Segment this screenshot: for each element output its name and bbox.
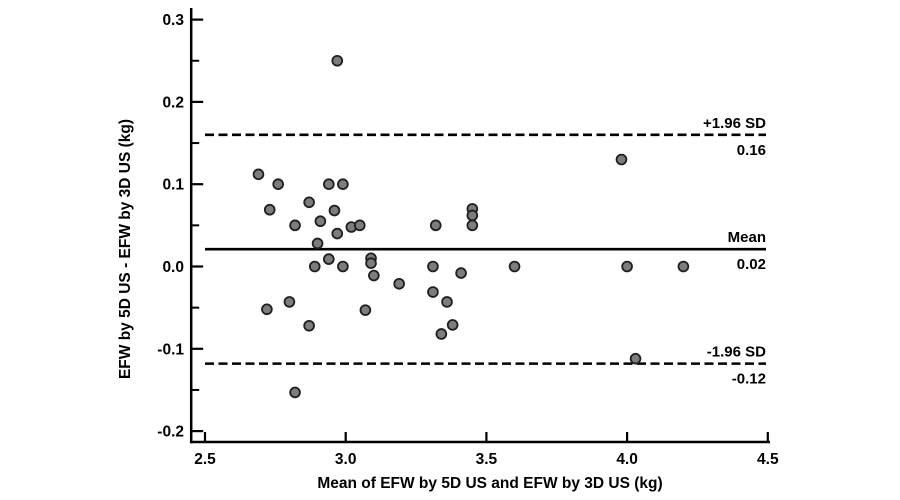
- data-point: [677, 260, 690, 273]
- x-tick-label: 3.0: [335, 451, 357, 468]
- data-point: [289, 386, 301, 399]
- data-point: [435, 328, 448, 340]
- data-point: [427, 260, 439, 273]
- data-point: [441, 296, 453, 308]
- y-tick-label: 0.2: [162, 94, 184, 111]
- data-point: [303, 319, 315, 332]
- data-point: [308, 260, 321, 273]
- data-point: [629, 352, 642, 365]
- x-tick-label: 4.5: [757, 451, 779, 468]
- data-point: [621, 260, 633, 273]
- lower-loa-value-label: -0.12: [732, 371, 766, 388]
- y-tick-label: -0.2: [157, 424, 184, 441]
- data-point: [615, 153, 628, 166]
- upper-loa-label: +1.96 SD: [703, 115, 766, 132]
- data-point: [365, 257, 377, 270]
- data-point: [368, 269, 380, 282]
- data-point: [311, 237, 324, 250]
- x-tick-label: 3.5: [476, 451, 498, 468]
- data-point: [283, 296, 296, 308]
- data-point: [289, 219, 301, 232]
- data-point: [331, 227, 344, 240]
- data-point: [263, 203, 276, 216]
- x-tick-label: 4.0: [616, 451, 638, 468]
- data-point: [323, 178, 335, 191]
- data-point: [328, 204, 341, 217]
- y-tick-label: 0.1: [162, 177, 184, 194]
- data-point: [429, 219, 442, 232]
- data-point: [272, 178, 284, 191]
- y-tick-label: 0.0: [162, 259, 184, 276]
- data-point: [359, 304, 372, 316]
- mean-label: Mean: [728, 229, 766, 246]
- data-point: [455, 267, 467, 279]
- data-point: [323, 253, 335, 265]
- x-axis-title: Mean of EFW by 5D US and EFW by 3D US (k…: [317, 475, 662, 492]
- lower-loa-label: -1.96 SD: [707, 344, 766, 361]
- data-point: [353, 219, 366, 232]
- data-point: [303, 196, 315, 209]
- data-point: [337, 178, 349, 191]
- data-point: [446, 319, 459, 331]
- y-tick-label: 0.3: [162, 12, 184, 29]
- data-point: [508, 260, 521, 273]
- upper-loa-value-label: 0.16: [737, 142, 766, 159]
- data-point: [331, 54, 344, 67]
- data-point: [466, 219, 479, 232]
- y-tick-label: -0.1: [157, 341, 184, 358]
- data-point: [337, 260, 349, 273]
- mean-value-label: 0.02: [737, 256, 766, 273]
- data-point: [261, 303, 273, 316]
- data-point: [466, 209, 479, 222]
- data-point: [427, 286, 439, 298]
- x-tick-label: 2.5: [194, 451, 216, 468]
- data-point: [252, 168, 265, 181]
- data-point: [393, 277, 405, 290]
- data-point: [314, 215, 327, 228]
- y-axis-title: EFW by 5D US - EFW by 3D US (kg): [117, 119, 134, 379]
